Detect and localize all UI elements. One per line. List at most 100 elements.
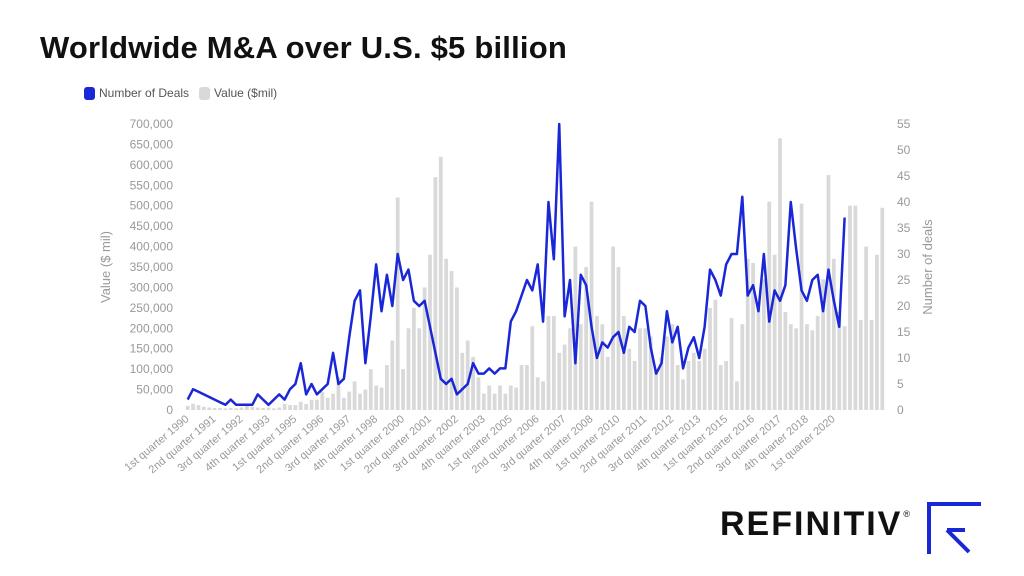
bar	[605, 356, 610, 410]
y-right-tick-label: 50	[897, 143, 911, 157]
bar	[864, 246, 869, 410]
bar	[831, 258, 836, 410]
y-right-tick-label: 25	[897, 273, 911, 287]
bar	[417, 328, 422, 410]
bar	[740, 324, 745, 410]
y-left-tick-label: 150,000	[130, 342, 174, 356]
combo-chart: 0 50,000 100,000 150,000 200,000 250,000 300,0…	[98, 117, 935, 476]
bar	[632, 360, 637, 410]
y-right-tick-label: 45	[897, 169, 911, 183]
bar	[600, 324, 605, 410]
y-left-tick-label: 500,000	[130, 199, 174, 213]
bar	[433, 177, 438, 410]
legend-item-value[interactable]: Value ($mil)	[199, 86, 277, 100]
y-right-tick-label: 0	[897, 403, 904, 417]
y-right-tick-label: 15	[897, 325, 911, 339]
bar	[395, 197, 400, 410]
bar	[697, 360, 702, 410]
bar	[228, 407, 233, 410]
legend-label-value: Value ($mil)	[214, 86, 278, 100]
y-left-tick-label: 200,000	[130, 321, 174, 335]
bar	[858, 320, 863, 410]
bar	[794, 328, 799, 410]
bar	[627, 348, 632, 410]
y-left-tick-label: 450,000	[130, 219, 174, 233]
y-left-tick-label: 250,000	[130, 301, 174, 315]
bar	[783, 311, 788, 410]
bar	[374, 385, 379, 410]
bar	[255, 407, 260, 410]
bar	[799, 203, 804, 410]
bar	[519, 365, 524, 410]
bar	[288, 405, 292, 410]
bar	[191, 403, 195, 410]
bar	[422, 287, 427, 410]
bar	[309, 399, 314, 410]
bar	[223, 408, 228, 410]
bar	[869, 320, 874, 410]
y-left-tick-label: 700,000	[130, 117, 174, 131]
bar	[718, 365, 723, 410]
y-left-tick-label: 650,000	[130, 137, 174, 151]
bar	[578, 324, 583, 410]
bar	[341, 397, 346, 410]
bar	[767, 201, 772, 410]
bar	[444, 258, 449, 410]
bar	[573, 246, 578, 410]
y-right-tick-label: 35	[897, 221, 911, 235]
bar	[304, 403, 309, 410]
bar	[745, 258, 750, 410]
bar	[358, 393, 362, 410]
bar	[465, 340, 470, 410]
bar	[320, 391, 325, 410]
y-left-tick-label: 350,000	[130, 260, 174, 274]
bar	[546, 316, 551, 410]
legend-item-number-of-deals[interactable]: Number of Deals	[84, 86, 189, 100]
bar	[239, 407, 244, 410]
bar	[352, 381, 357, 410]
bar	[665, 336, 669, 410]
bar	[503, 393, 508, 410]
bar	[293, 405, 298, 410]
bar	[616, 267, 621, 410]
bar	[595, 316, 599, 410]
y-left-tick-label: 100,000	[130, 362, 174, 376]
bar	[675, 365, 680, 410]
y-left-tick-label: 0	[166, 403, 173, 417]
bar	[708, 307, 712, 410]
bar	[621, 316, 626, 410]
y-left-tick-label: 50,000	[136, 383, 173, 397]
bar	[487, 385, 492, 410]
bar	[724, 360, 729, 410]
bar	[875, 254, 879, 410]
bar	[514, 387, 519, 410]
bar	[810, 330, 815, 410]
bar	[390, 340, 395, 410]
bar	[837, 311, 842, 410]
bar	[218, 407, 222, 410]
bar	[681, 379, 685, 410]
y-right-axis-label: Number of deals	[920, 219, 935, 315]
bar	[282, 403, 287, 410]
bar	[562, 344, 567, 410]
bar	[778, 138, 782, 411]
bar	[654, 369, 659, 410]
bar	[826, 175, 831, 410]
bar	[842, 326, 847, 410]
bar	[735, 381, 739, 410]
bar	[611, 246, 615, 410]
bar	[848, 205, 852, 410]
bar	[363, 389, 368, 410]
bar	[245, 405, 249, 410]
bar	[541, 381, 545, 410]
y-left-tick-label: 400,000	[130, 240, 174, 254]
legend-swatch-value	[199, 86, 211, 100]
y-right-tick-label: 20	[897, 299, 911, 313]
bar	[368, 369, 373, 410]
bar	[670, 324, 675, 410]
bar	[277, 407, 282, 410]
bar	[648, 336, 653, 410]
bar	[379, 387, 384, 410]
bar	[551, 316, 556, 410]
bar	[266, 407, 271, 410]
